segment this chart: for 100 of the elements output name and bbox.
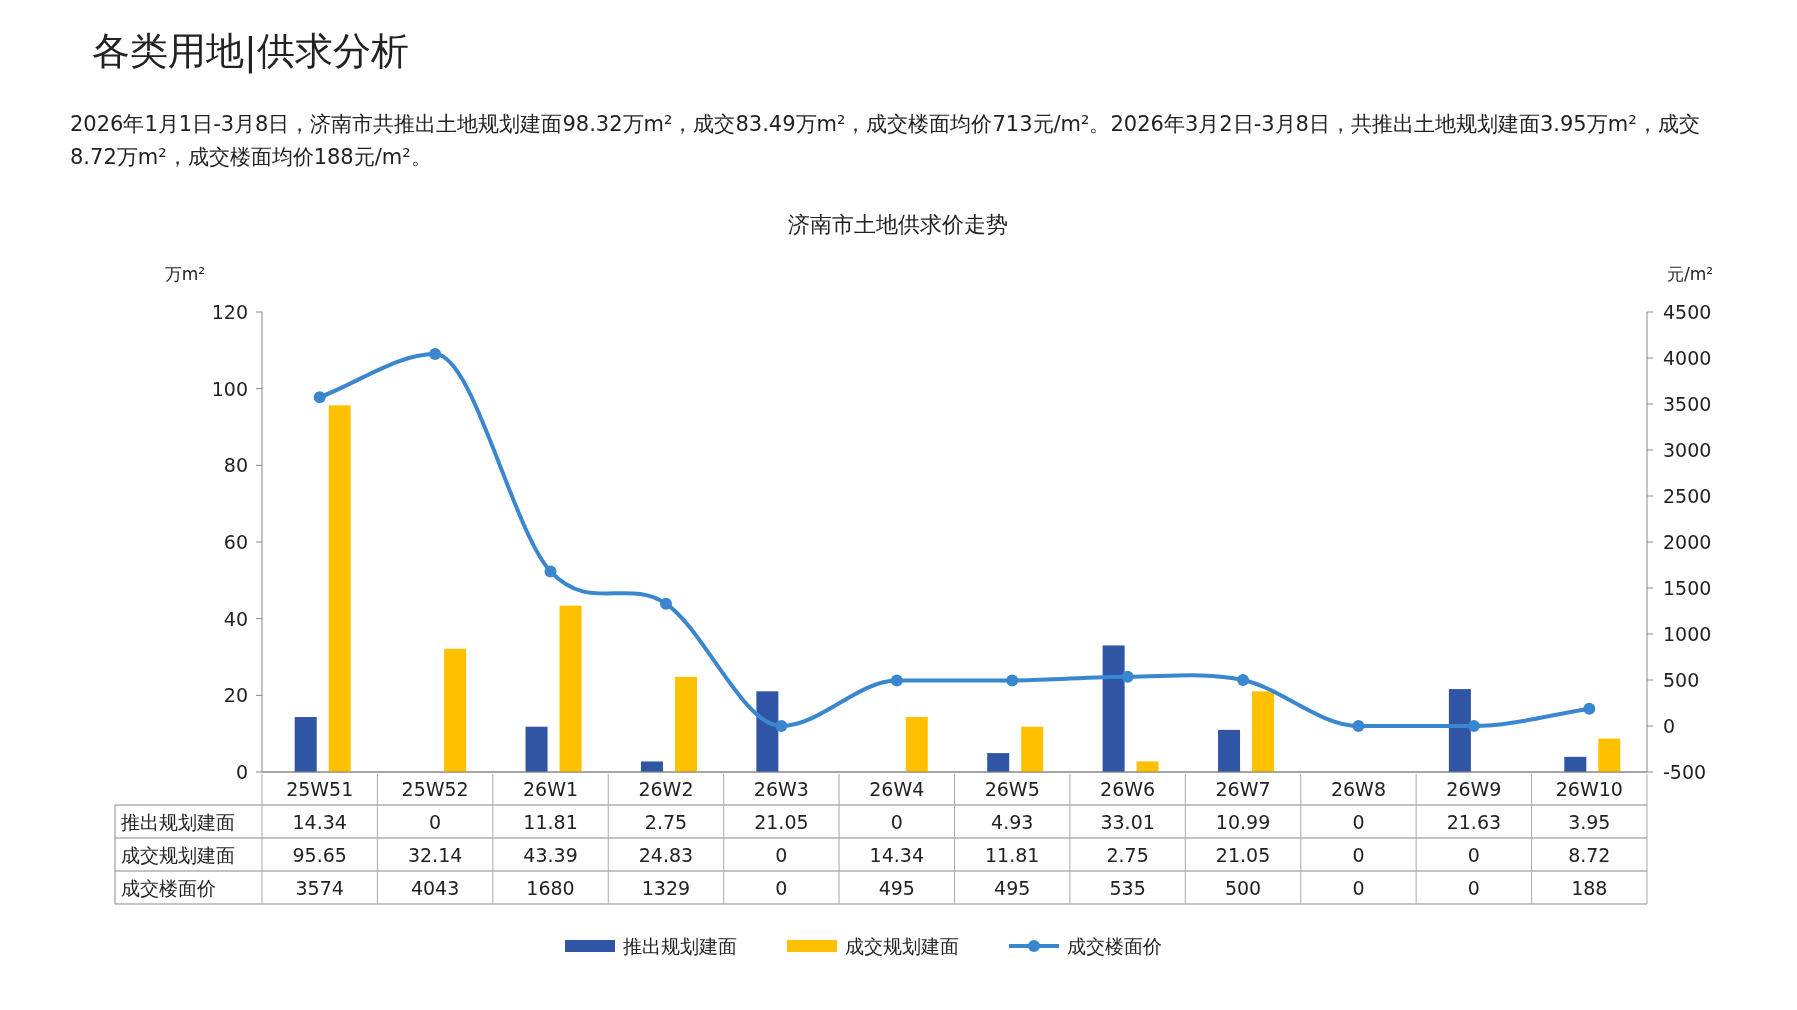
data-label: 0 [1352, 877, 1365, 899]
x-tick-label: 26W7 [1215, 778, 1271, 800]
data-label: 4043 [410, 877, 460, 899]
y-tick-label: 120 [211, 301, 248, 323]
bar [987, 753, 1010, 772]
point [1121, 670, 1134, 683]
point [1352, 720, 1365, 732]
point [313, 391, 326, 404]
data-label: 495 [994, 877, 1031, 899]
y2-tick-label: 4000 [1663, 347, 1712, 369]
y-tick-label: 60 [223, 531, 248, 553]
data-label: 188 [1571, 877, 1608, 899]
data-label: 0 [1467, 877, 1480, 899]
data-label: 0 [1352, 811, 1365, 833]
point [775, 720, 788, 732]
y-tick-label: 20 [223, 684, 248, 707]
bar [328, 405, 351, 772]
bar [640, 761, 663, 772]
bar [1598, 738, 1621, 772]
point [544, 565, 557, 578]
data-label: 21.63 [1446, 811, 1502, 833]
bar [444, 648, 467, 772]
chart-subtitle: 济南市土地供求价走势 [788, 212, 1008, 237]
bar [1564, 756, 1587, 772]
y2-tick-label: 2500 [1663, 485, 1712, 507]
y2-tick-label: 1000 [1663, 623, 1712, 645]
data-label: 0 [429, 811, 442, 833]
data-label: 495 [878, 877, 915, 899]
x-tick-label: 26W3 [753, 778, 809, 800]
x-tick-label: 26W8 [1330, 778, 1386, 800]
point [1006, 674, 1019, 687]
x-tick-label: 26W5 [984, 778, 1040, 800]
x-tick-label: 26W4 [869, 778, 925, 800]
point [1467, 720, 1480, 732]
data-label: 33.01 [1100, 811, 1155, 833]
data-label: 1680 [526, 877, 575, 899]
x-tick-label: 25W52 [401, 778, 469, 800]
data-label: 8.72 [1568, 844, 1611, 866]
data-label: 2.75 [1106, 844, 1149, 866]
y2-tick-label: 3000 [1663, 439, 1712, 461]
y2-tick-label: -500 [1663, 761, 1707, 783]
text: 2026年1月1日-3月8日，济南市共推出土地规划建面98.32万m²，成交83.49万m²，成交楼面均价713元/m²。2026年3月2日-3月8日，共推出土地规划建面3.95万m²，成交8.72万m²，成交楼面均价188元/m²。 [70, 111, 1701, 171]
x-tick-label: 26W6 [1100, 778, 1156, 800]
y2-tick-label: 4500 [1663, 301, 1712, 323]
x-tick-label: 26W10 [1555, 778, 1623, 800]
point [1583, 702, 1596, 715]
data-label: 0 [890, 811, 903, 833]
text: 成交楼面价 [121, 877, 216, 899]
text: 推出规划建面 [121, 811, 235, 833]
data-label: 14.34 [292, 811, 347, 833]
chart-title: 各类用地|供求分析 [92, 29, 409, 74]
y2-tick-label: 1500 [1663, 577, 1712, 599]
bar [674, 676, 697, 772]
data-label: 3574 [295, 877, 344, 899]
point [429, 348, 442, 361]
y-tick-label: 100 [211, 377, 248, 400]
point [659, 597, 672, 610]
y-tick-label: 80 [223, 454, 248, 477]
x-tick-label: 25W51 [286, 778, 354, 800]
x-tick-label: 26W9 [1446, 778, 1502, 800]
y-axis-title: 万m² [164, 264, 206, 284]
bar [294, 717, 317, 772]
y2-tick-label: 500 [1663, 669, 1700, 691]
bar [1252, 691, 1275, 772]
data-label: 4.93 [991, 811, 1034, 833]
data-label: 535 [1109, 877, 1146, 899]
data-label: 1329 [641, 877, 691, 899]
bar [756, 691, 779, 772]
y2-tick-label: 3500 [1663, 393, 1712, 415]
point [1237, 674, 1250, 686]
data-label: 32.14 [407, 844, 463, 866]
data-label: 21.05 [1215, 844, 1271, 866]
data-label: 2.75 [644, 811, 688, 833]
x-tick-label: 26W2 [638, 778, 694, 800]
data-label: 0 [775, 877, 788, 899]
point [890, 674, 903, 687]
bar [1136, 761, 1159, 772]
data-label: 0 [1467, 844, 1480, 866]
bar [525, 726, 548, 772]
bar [905, 717, 928, 772]
x-tick-label: 26W1 [523, 778, 579, 800]
bar [1448, 689, 1471, 772]
data-label: 10.99 [1215, 811, 1271, 833]
legend-label: 成交楼面价 [1067, 935, 1162, 957]
data-label: 0 [1352, 844, 1365, 866]
bar [1021, 726, 1044, 772]
text: 成交规划建面 [121, 844, 235, 866]
y-tick-label: 40 [223, 607, 248, 630]
bar [1218, 729, 1241, 772]
y2-axis-title: 元/m² [1666, 264, 1714, 284]
data-label: 0 [775, 844, 788, 866]
data-label: 14.34 [869, 844, 924, 866]
data-label: 43.39 [523, 844, 578, 866]
y2-tick-label: 2000 [1663, 531, 1712, 553]
legend-label: 推出规划建面 [623, 935, 737, 957]
bar [1102, 645, 1125, 772]
legend-label: 成交规划建面 [845, 935, 959, 957]
data-label: 95.65 [292, 844, 347, 866]
y2-tick-label: 0 [1663, 715, 1676, 737]
data-label: 24.83 [638, 844, 694, 866]
